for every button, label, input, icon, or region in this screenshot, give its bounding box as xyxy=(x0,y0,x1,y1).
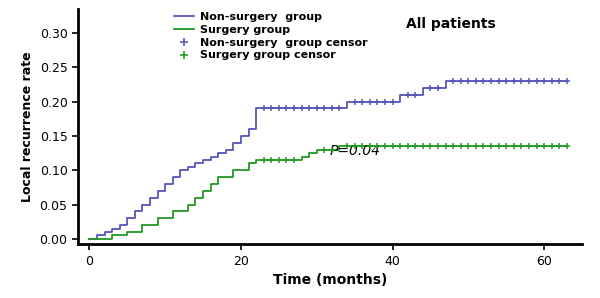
Text: P=0.04: P=0.04 xyxy=(330,144,381,158)
Y-axis label: Local recurrence rate: Local recurrence rate xyxy=(21,51,34,202)
X-axis label: Time (months): Time (months) xyxy=(273,273,387,287)
Text: All patients: All patients xyxy=(406,17,496,31)
Legend: Non-surgery  group, Surgery group, Non-surgery  group censor, Surgery group cens: Non-surgery group, Surgery group, Non-su… xyxy=(174,12,367,60)
